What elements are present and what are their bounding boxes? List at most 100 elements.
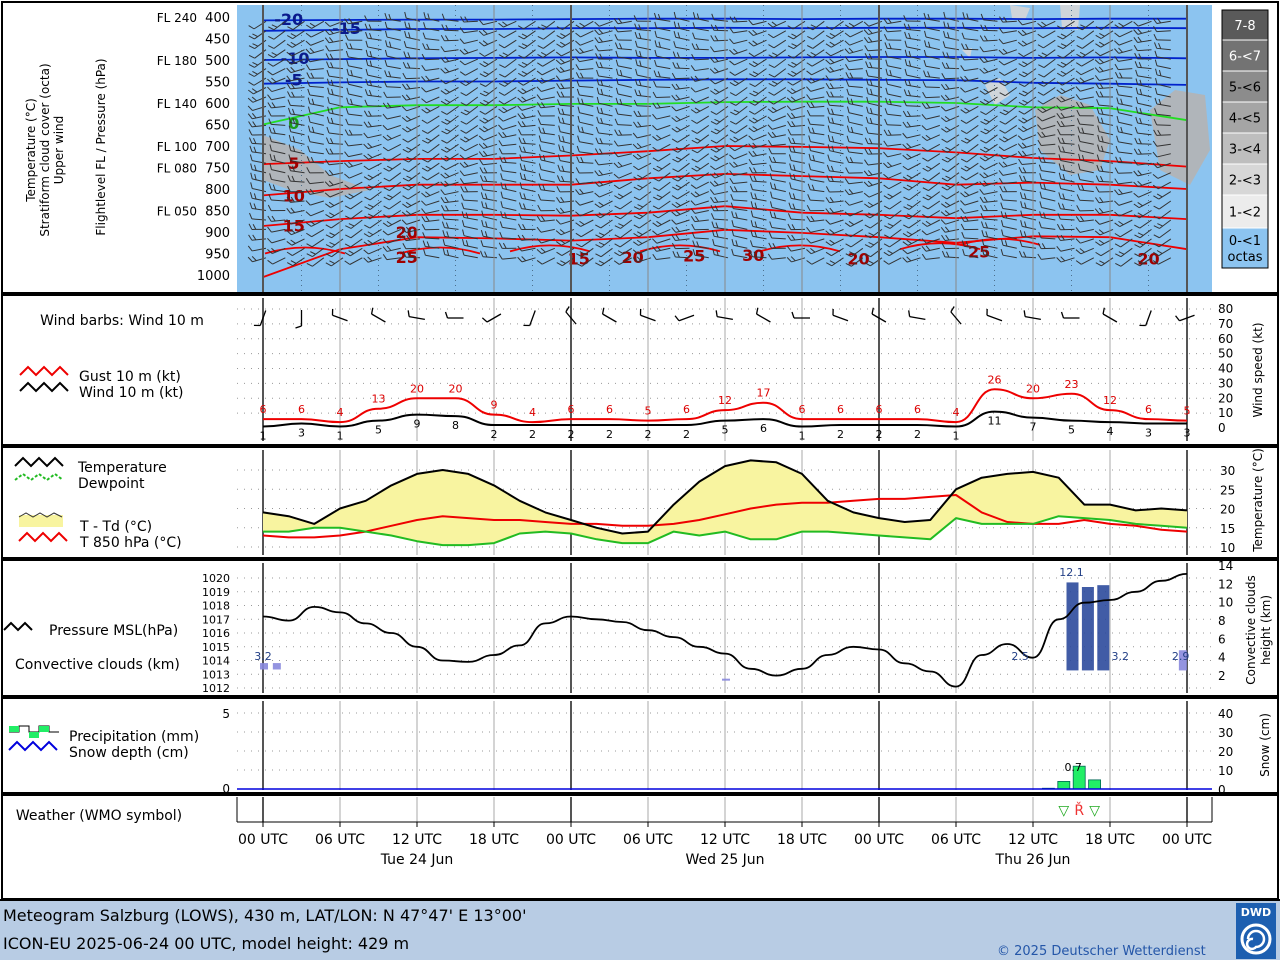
wind-barb <box>709 189 729 195</box>
wind-barb <box>575 72 594 79</box>
wind-barb <box>325 200 344 208</box>
wind-barb <box>383 191 402 201</box>
wind-barb <box>383 153 402 162</box>
wind-barb <box>518 39 536 50</box>
wind-barb <box>404 30 421 41</box>
wind-barb <box>519 182 536 193</box>
wind-barb <box>998 27 1017 34</box>
precip-legend-icon <box>9 726 19 732</box>
wind-barb <box>441 105 459 115</box>
isotherm-label: 5 <box>288 154 299 173</box>
wind-barb <box>786 256 806 263</box>
wind-value: 2 <box>876 428 883 441</box>
isotherm-25-arc <box>399 246 481 255</box>
wind-barb <box>749 240 767 249</box>
wind-barb <box>1095 257 1114 267</box>
wind-barb-10m <box>1175 314 1195 322</box>
wind-barb <box>288 134 305 145</box>
wind-barb <box>1037 139 1056 147</box>
wind-barb <box>498 49 517 59</box>
wind-barb <box>594 180 613 187</box>
wind-barb <box>556 30 575 40</box>
wind-barb <box>1076 109 1094 117</box>
wind-barb <box>267 49 286 59</box>
wind-barb <box>498 131 517 139</box>
gust-value: 5 <box>1184 405 1191 418</box>
wind-barb <box>536 102 555 109</box>
gust-value: 6 <box>606 403 613 416</box>
pressure-tick: 900 <box>205 226 230 241</box>
wind-barb <box>883 129 902 136</box>
wind-barb <box>575 200 594 206</box>
wind-barb <box>788 145 806 155</box>
wind-value: 2 <box>606 428 613 441</box>
wind-barb <box>1094 49 1114 57</box>
wind-barb <box>1077 126 1094 136</box>
wind-barb <box>884 219 902 229</box>
wind-barb <box>1075 58 1095 67</box>
wind-barb-10m <box>832 308 849 322</box>
wind-barb <box>326 69 344 79</box>
wind-barb <box>382 254 401 261</box>
wind-barb <box>654 30 671 41</box>
dewpoint-line <box>263 515 1188 547</box>
wind-barb <box>825 39 844 48</box>
gust-value: 4 <box>337 406 344 419</box>
wind-barb-10m <box>601 307 617 323</box>
wind-barb-10m <box>370 307 386 323</box>
pressure-tick: 500 <box>205 54 230 69</box>
pressure-ytick: 1012 <box>202 682 230 695</box>
wind-barb <box>807 118 825 126</box>
wind-barb <box>1037 115 1056 122</box>
wind-barb <box>941 234 960 241</box>
wind-barb <box>1094 75 1114 81</box>
wind-barb <box>440 205 459 212</box>
wind-barb <box>787 49 806 59</box>
wind-barb <box>422 43 440 51</box>
wind-barb <box>691 162 710 172</box>
wind-barb <box>402 61 421 70</box>
wind-barb <box>844 219 864 227</box>
wind-barb <box>691 153 710 163</box>
wind-ytick: 0 <box>1218 421 1226 435</box>
wind-barb <box>1095 247 1114 257</box>
wind-barb <box>768 58 787 68</box>
wind-barb <box>575 56 594 63</box>
wind-barb <box>787 77 806 86</box>
wind-barb <box>248 30 267 40</box>
wind-barb <box>459 178 478 185</box>
temp-yaxis-label: Temperature (°C) <box>1251 448 1265 553</box>
wind-barb <box>1135 116 1152 126</box>
wind-barb <box>459 48 478 55</box>
wind-barb <box>267 257 286 265</box>
wind-barb <box>404 11 421 22</box>
wind-barb <box>691 172 710 181</box>
panel-frame-3 <box>1 559 1279 697</box>
wind-barb <box>903 181 921 191</box>
wind-barb <box>594 45 613 52</box>
wind-barb <box>1153 118 1171 126</box>
wind-barb <box>960 105 979 114</box>
wind-barb <box>960 172 979 181</box>
wind-barb <box>346 87 363 98</box>
wind-barb <box>1096 164 1114 174</box>
convective-cloud-bar <box>260 663 268 670</box>
gust-value: 23 <box>1065 378 1079 391</box>
wind-barb <box>921 238 940 244</box>
wind-barb <box>940 83 960 90</box>
wind-barb <box>692 249 709 259</box>
wind-barb <box>615 87 632 98</box>
wind-barb <box>384 70 401 79</box>
wind-barb <box>1018 96 1037 106</box>
wind-barb <box>615 50 632 60</box>
wind-barb <box>382 134 401 141</box>
cloud-patch <box>1010 5 1030 20</box>
wind-barb <box>787 39 806 50</box>
wind-barb <box>402 235 421 242</box>
t850-legend-label: T 850 hPa (°C) <box>79 535 182 551</box>
wind-barb <box>652 153 671 162</box>
wind-barb <box>363 132 382 139</box>
wind-barb <box>269 135 286 145</box>
wind-barb <box>1134 238 1152 248</box>
precip-legend-icon <box>39 726 49 732</box>
